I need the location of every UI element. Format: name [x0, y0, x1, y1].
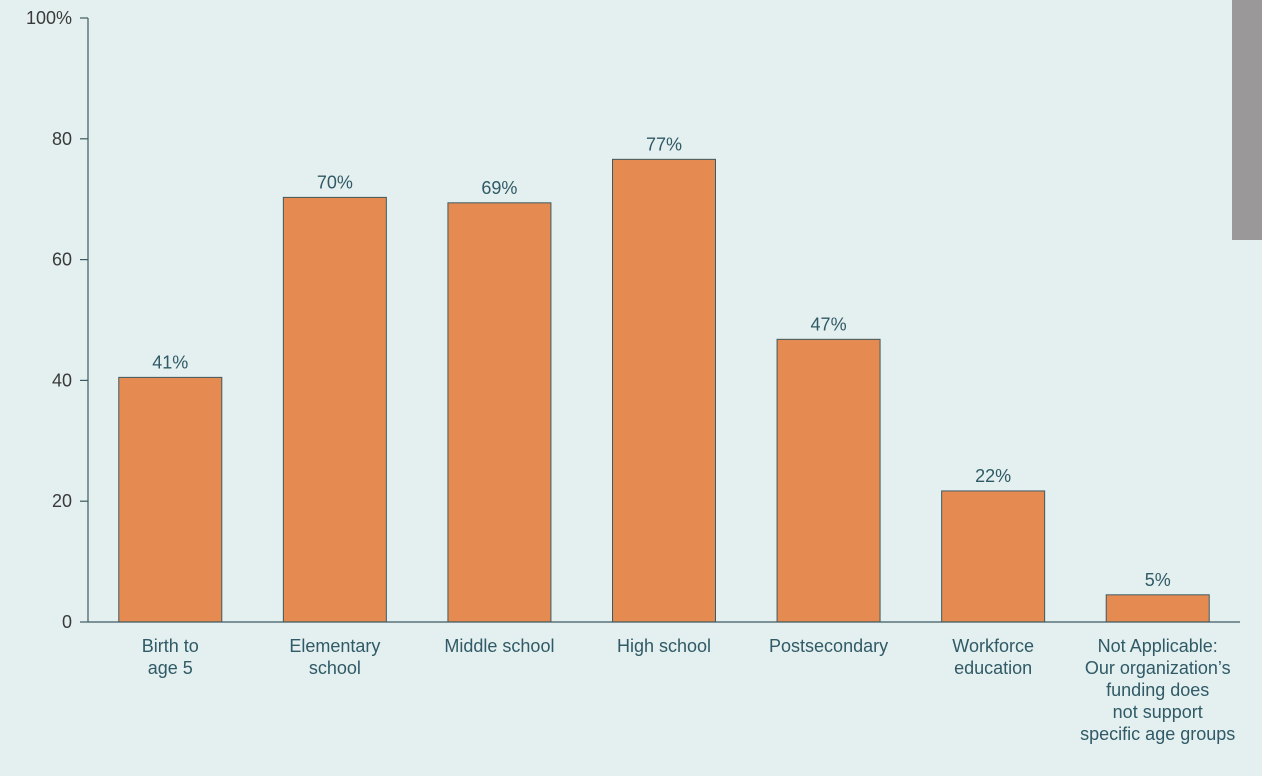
x-tick-label: Workforce education [952, 636, 1034, 678]
x-tick-label: Elementary school [289, 636, 380, 678]
bars: 41% 70% 69% 77% 47% 22% 5% [118, 134, 1210, 623]
data-label: 22% [975, 466, 1011, 486]
x-tick-label: Postsecondary [769, 636, 888, 656]
x-tick-label-line: Workforce [952, 636, 1034, 656]
data-label: 69% [481, 178, 517, 198]
x-tick-label-line: Postsecondary [769, 636, 888, 656]
y-tick-label: 100% [26, 8, 72, 28]
x-tick-label-line: education [954, 658, 1032, 678]
x-tick-label-line: Middle school [444, 636, 554, 656]
bar [282, 196, 387, 623]
data-label: 70% [317, 172, 353, 192]
side-panel-tab[interactable] [1232, 0, 1262, 240]
x-tick-label-line: Elementary [289, 636, 380, 656]
y-axis: 0 20 40 60 80 100% [26, 8, 89, 632]
y-tick-label: 0 [62, 612, 72, 632]
y-tick-label: 60 [52, 250, 72, 270]
x-tick-label-line: age 5 [148, 658, 193, 678]
x-tick-label-line: Not Applicable: [1098, 636, 1218, 656]
data-label: 47% [811, 314, 847, 334]
x-tick-label-line: Birth to [142, 636, 199, 656]
data-label: 77% [646, 134, 682, 154]
x-tick-label: Not Applicable: Our organization’s funding… [1080, 636, 1235, 744]
bar [1105, 594, 1210, 623]
x-axis: Birth to age 5 Elementary school Middle scho… [88, 621, 1240, 744]
bar [118, 376, 223, 623]
data-label: 5% [1145, 570, 1171, 590]
y-tick-label: 80 [52, 129, 72, 149]
bar [941, 490, 1046, 623]
x-tick-label-line: specific age groups [1080, 724, 1235, 744]
bar [776, 338, 881, 623]
x-tick-label-line: funding does [1106, 680, 1209, 700]
x-tick-label: Middle school [444, 636, 554, 656]
x-tick-label: High school [617, 636, 711, 656]
x-tick-label-line: school [309, 658, 361, 678]
y-tick-label: 20 [52, 491, 72, 511]
x-tick-label-line: not support [1113, 702, 1203, 722]
data-label: 41% [152, 352, 188, 372]
bar [447, 202, 552, 623]
x-tick-label-line: Our organization’s [1085, 658, 1231, 678]
x-tick-label-line: High school [617, 636, 711, 656]
x-tick-label: Birth to age 5 [142, 636, 199, 678]
bar [612, 158, 716, 623]
y-tick-label: 40 [52, 370, 72, 390]
